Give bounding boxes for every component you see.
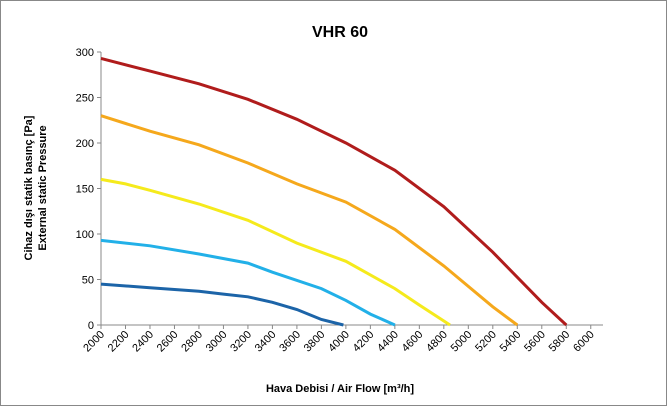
y-tick-label: 250 [76, 93, 94, 105]
y-tick-label: 300 [76, 47, 94, 59]
y-axis-label: External static Pressure [37, 125, 49, 250]
y-tick-label: 150 [76, 184, 94, 196]
line-series [100, 56, 568, 327]
y-tick-label: 0 [88, 320, 94, 332]
line-series [100, 238, 396, 327]
chart-title: VHR 60 [312, 24, 368, 41]
y-tick-label: 100 [76, 229, 94, 241]
y-tick-label: 50 [82, 275, 94, 287]
x-axis-label: Hava Debisi / Air Flow [m³/h] [266, 383, 414, 395]
line-series [100, 114, 519, 327]
y-axis-label: Cihaz dışı statik basınç [Pa] [23, 115, 35, 260]
y-tick-label: 200 [76, 138, 94, 150]
line-series [100, 282, 344, 327]
line-series [100, 177, 451, 327]
